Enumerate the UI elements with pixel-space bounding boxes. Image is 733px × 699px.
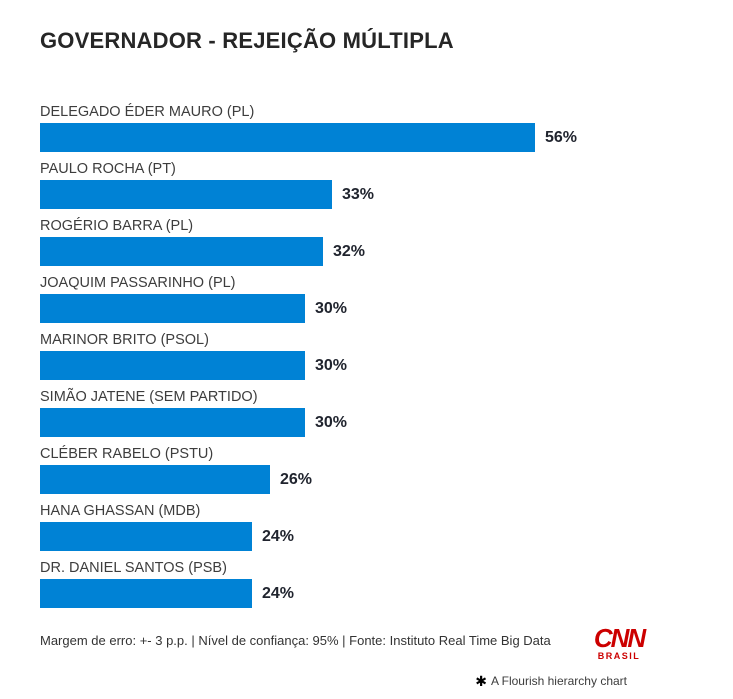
candidate-label: MARINOR BRITO (PSOL) xyxy=(40,332,209,348)
bar[interactable] xyxy=(40,465,270,494)
value-label: 30% xyxy=(315,356,348,374)
bar-track: 26% xyxy=(40,465,693,494)
bar-track: 30% xyxy=(40,351,693,380)
bar[interactable] xyxy=(40,294,305,323)
bar[interactable] xyxy=(40,579,252,608)
bar[interactable] xyxy=(40,180,332,209)
bar-track: 32% xyxy=(40,237,693,266)
bar[interactable] xyxy=(40,522,252,551)
bar-row: PAULO ROCHA (PT) 33% xyxy=(40,161,693,218)
candidate-label: DR. DANIEL SANTOS (PSB) xyxy=(40,560,227,576)
candidate-label: SIMÃO JATENE (SEM PARTIDO) xyxy=(40,389,258,405)
bar-row: SIMÃO JATENE (SEM PARTIDO) 30% xyxy=(40,389,693,446)
value-label: 30% xyxy=(315,299,348,317)
chart-footer: Margem de erro: +- 3 p.p. | Nível de con… xyxy=(40,623,693,661)
bar-row: JOAQUIM PASSARINHO (PL) 30% xyxy=(40,275,693,332)
candidate-label: CLÉBER RABELO (PSTU) xyxy=(40,446,214,462)
source-note: Margem de erro: +- 3 p.p. | Nível de con… xyxy=(40,633,551,648)
bar-track: 30% xyxy=(40,408,693,437)
bar-row: HANA GHASSAN (MDB) 24% xyxy=(40,503,693,560)
bar-row: ROGÉRIO BARRA (PL) 32% xyxy=(40,218,693,275)
bar-track: 24% xyxy=(40,579,693,608)
chart-title: GOVERNADOR - REJEIÇÃO MÚLTIPLA xyxy=(40,28,454,53)
candidate-label: DELEGADO ÉDER MAURO (PL) xyxy=(40,104,255,120)
flourish-icon: ✱ xyxy=(475,673,487,689)
bar-row: DELEGADO ÉDER MAURO (PL) 56% xyxy=(40,104,693,161)
cnn-brasil-logo: CNN BRASIL xyxy=(593,623,646,661)
bar-chart: DELEGADO ÉDER MAURO (PL) 56% PAULO ROCHA (… xyxy=(40,104,693,617)
cnn-logo-text: CNN xyxy=(593,623,646,653)
bar-track: 56% xyxy=(40,123,693,152)
candidate-label: ROGÉRIO BARRA (PL) xyxy=(40,218,194,234)
value-label: 30% xyxy=(315,413,348,431)
bar[interactable] xyxy=(40,408,305,437)
bar-row: DR. DANIEL SANTOS (PSB) 24% xyxy=(40,560,693,617)
cnn-logo-subtext: BRASIL xyxy=(597,651,641,661)
bar-track: 24% xyxy=(40,522,693,551)
value-label: 26% xyxy=(280,470,313,488)
candidate-label: JOAQUIM PASSARINHO (PL) xyxy=(40,275,236,291)
bar-row: CLÉBER RABELO (PSTU) 26% xyxy=(40,446,693,503)
bar[interactable] xyxy=(40,237,323,266)
value-label: 24% xyxy=(262,527,295,545)
value-label: 56% xyxy=(545,128,578,146)
candidate-label: HANA GHASSAN (MDB) xyxy=(40,503,201,519)
value-label: 33% xyxy=(342,185,375,203)
flourish-attribution-text: A Flourish hierarchy chart xyxy=(490,674,627,688)
bar-row: MARINOR BRITO (PSOL) 30% xyxy=(40,332,693,389)
bar-track: 33% xyxy=(40,180,693,209)
bar[interactable] xyxy=(40,351,305,380)
bar-track: 30% xyxy=(40,294,693,323)
candidate-label: PAULO ROCHA (PT) xyxy=(40,161,176,177)
value-label: 24% xyxy=(262,584,295,602)
flourish-attribution-link[interactable]: ✱ A Flourish hierarchy chart xyxy=(475,674,627,688)
value-label: 32% xyxy=(333,242,366,260)
bar[interactable] xyxy=(40,123,535,152)
